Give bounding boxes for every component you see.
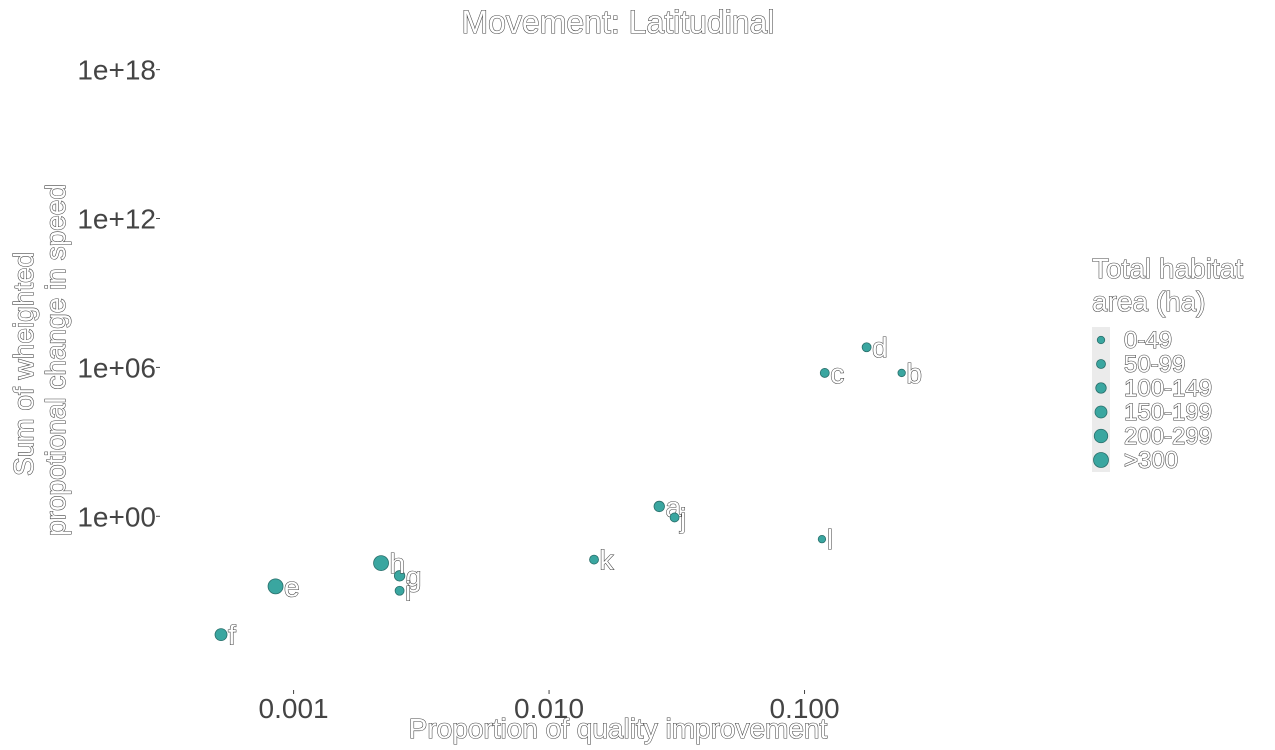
legend-label-4: 200-299 <box>1124 423 1212 450</box>
legend-key-5 <box>1093 452 1109 468</box>
y-axis: 1e+00 1e+06 1e+12 1e+18 <box>77 55 160 532</box>
point-label-i: i <box>405 576 411 607</box>
legend-label-1: 50-99 <box>1124 351 1185 378</box>
legend-label-0: 0-49 <box>1124 327 1172 354</box>
y-axis-title: Sum of wheighted propotional change in s… <box>8 184 71 536</box>
point-k <box>589 554 599 565</box>
y-tick-label-3: 1e+18 <box>77 55 156 86</box>
point-i <box>394 585 405 596</box>
point-b <box>897 368 906 378</box>
point-f <box>214 628 228 642</box>
legend-key-2 <box>1095 382 1107 394</box>
y-axis-title-line-1: Sum of wheighted <box>8 252 39 476</box>
y-tick-label-0: 1e+00 <box>77 501 156 532</box>
point-label-b: b <box>906 358 922 389</box>
point-a <box>653 500 665 513</box>
point-label-e: e <box>284 571 300 602</box>
x-axis-title: Proportion of quality improvement <box>409 713 828 744</box>
legend-key-background <box>1092 327 1110 472</box>
legend-label-2: 100-149 <box>1124 375 1212 402</box>
y-tick-label-1: 1e+06 <box>77 352 156 383</box>
point-label-l: l <box>827 524 833 555</box>
point-label-k: k <box>600 545 615 576</box>
legend-label-5: >300 <box>1124 447 1178 474</box>
point-e <box>267 578 284 595</box>
legend-title-line-1: Total habitat <box>1092 253 1243 284</box>
y-axis-title-line-2: propotional change in speed <box>40 184 71 536</box>
x-axis: 0.001 0.010 0.100 <box>259 690 840 724</box>
point-j <box>669 512 680 523</box>
point-label-j: j <box>679 502 686 533</box>
point-label-h: h <box>390 548 406 579</box>
point-label-f: f <box>228 620 236 651</box>
point-label-g: g <box>406 561 422 592</box>
legend-title-line-2: area (ha) <box>1092 286 1206 317</box>
point-g <box>393 570 406 582</box>
point-d <box>861 342 872 353</box>
point-label-d: d <box>872 332 888 363</box>
legend-title: Total habitat area (ha) <box>1092 253 1251 317</box>
legend: Total habitat area (ha) 0-4950-99100-149… <box>1091 252 1251 475</box>
point-label-c: c <box>830 358 844 389</box>
legend-key-3 <box>1094 405 1108 419</box>
legend-key-4 <box>1093 428 1109 444</box>
x-tick-label-1: 0.010 <box>514 693 584 724</box>
point-c <box>819 368 830 378</box>
legend-key-1 <box>1096 359 1106 369</box>
point-h <box>373 555 389 571</box>
x-tick-label-2: 0.100 <box>769 693 839 724</box>
legend-label-3: 150-199 <box>1124 399 1212 426</box>
point-l <box>817 534 827 544</box>
legend-key-0 <box>1096 335 1106 345</box>
x-tick-label-0: 0.001 <box>259 693 329 724</box>
chart-title: Movement: Latitudinal <box>461 4 774 40</box>
y-tick-label-2: 1e+12 <box>77 204 156 235</box>
